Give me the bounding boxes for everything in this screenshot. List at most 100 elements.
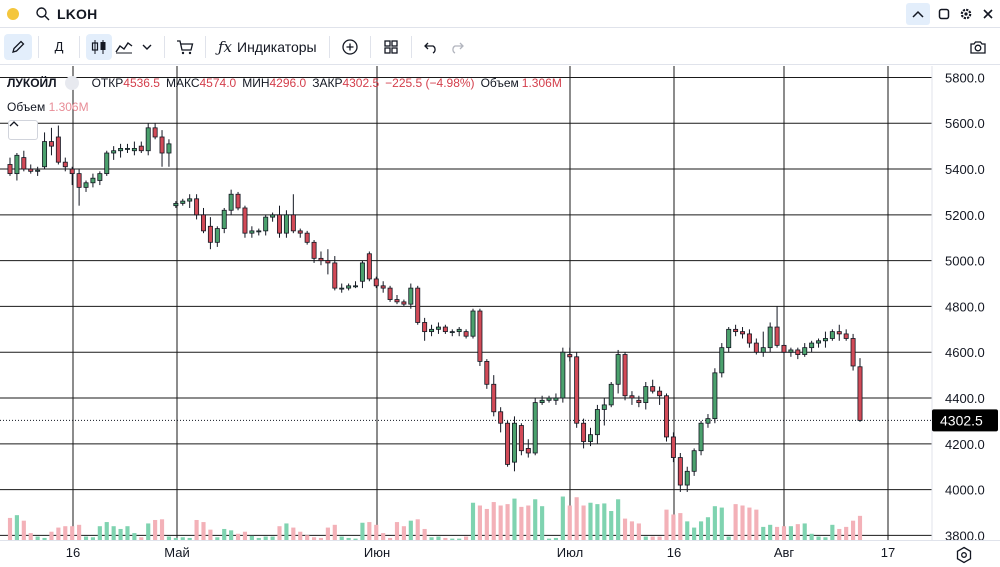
candle-body xyxy=(525,448,531,454)
volume-bar xyxy=(733,504,738,540)
chart-canvas[interactable]: 5800.0 5600.0 5400.0 5200.0 5000.0 4800.0 4600… xyxy=(0,66,1000,540)
candles-chart-type-button[interactable] xyxy=(86,33,112,60)
candle-body xyxy=(588,434,593,442)
candle-body xyxy=(781,344,787,353)
volume-bar xyxy=(754,509,759,540)
candle-body xyxy=(809,342,815,349)
candle-body xyxy=(532,402,538,454)
volume-bar xyxy=(318,537,324,540)
volume-bar xyxy=(477,505,482,540)
volume-bar xyxy=(830,524,835,540)
candle-body xyxy=(539,399,545,404)
candle-body xyxy=(359,262,365,282)
timeframe-button[interactable]: Д xyxy=(45,34,73,60)
visibility-toggle-icon[interactable] xyxy=(64,76,79,90)
candle-body xyxy=(594,409,600,436)
volume-bar xyxy=(685,521,690,540)
candle-body xyxy=(753,342,759,353)
candle-body xyxy=(470,310,476,337)
candle-body xyxy=(311,241,317,259)
candle-body xyxy=(394,299,400,303)
candle-body xyxy=(456,328,462,333)
undo-icon xyxy=(423,42,436,54)
candle-body xyxy=(429,328,435,333)
legend-open-label: ОТКР xyxy=(91,76,124,90)
undo-button[interactable] xyxy=(418,34,444,60)
volume-bar xyxy=(408,520,413,540)
candle-body xyxy=(118,148,124,152)
volume-bar xyxy=(83,536,89,540)
redo-button[interactable] xyxy=(444,34,470,60)
volume-bar xyxy=(194,519,199,540)
volume-bar xyxy=(222,528,227,540)
candle-body xyxy=(304,232,310,243)
settings-icon[interactable] xyxy=(955,546,973,564)
candle-body xyxy=(297,230,303,234)
toolbar-separator xyxy=(79,35,80,58)
area-chart-type-button[interactable] xyxy=(112,34,136,60)
volume-bar xyxy=(284,523,289,540)
candle-body xyxy=(802,347,808,355)
candle-body xyxy=(843,333,849,339)
price-axis[interactable]: 5800.0 5600.0 5400.0 5200.0 5000.0 4800.0 4600… xyxy=(931,66,998,540)
compare-button[interactable] xyxy=(336,34,364,60)
candle-body xyxy=(477,310,483,362)
candle-body xyxy=(629,395,635,399)
candle-body xyxy=(746,333,752,344)
legend-low-label: МИН xyxy=(242,76,270,90)
volume-bar xyxy=(664,509,669,540)
trade-button[interactable] xyxy=(171,34,199,60)
time-axis[interactable]: 16 Май Июн Июл 16 Авг 17 xyxy=(0,540,1000,567)
price-chart[interactable]: 5800.0 5600.0 5400.0 5200.0 5000.0 4800.0 4600… xyxy=(0,66,1000,540)
candle-body xyxy=(7,164,13,175)
price-tick-label: 5800.0 xyxy=(945,70,985,85)
toolbar-separator xyxy=(205,35,206,58)
volume-bar xyxy=(180,537,185,540)
volume-bar xyxy=(346,537,351,540)
candle-body xyxy=(857,366,863,421)
time-label: Авг xyxy=(773,545,795,560)
legend-volume-label: Объем xyxy=(480,76,519,90)
toolbar: Д ƒx Индикаторы xyxy=(0,29,1000,65)
layout-button[interactable] xyxy=(377,34,405,60)
close-button[interactable] xyxy=(980,6,996,22)
maximize-button[interactable] xyxy=(936,6,952,22)
candle-body xyxy=(719,347,725,374)
volume-bar xyxy=(305,535,310,540)
volume-bar xyxy=(775,526,780,540)
settings-button[interactable] xyxy=(958,6,974,22)
volume-bar xyxy=(14,515,19,540)
legend-close-label: ЗАКР xyxy=(312,76,343,90)
volume-bar xyxy=(339,536,344,540)
chevron-up-icon xyxy=(9,121,19,127)
symbol-search-input[interactable]: LKOH xyxy=(57,5,98,22)
volume-bar xyxy=(70,526,75,540)
candle-body xyxy=(263,216,269,232)
candle-body xyxy=(159,136,165,154)
volume-bar xyxy=(235,533,241,540)
candle-body xyxy=(511,422,517,463)
volume-bar xyxy=(705,517,711,540)
area-chart-icon xyxy=(115,41,133,53)
volume-bar xyxy=(470,502,476,540)
volume-bar xyxy=(429,537,434,540)
candle-body xyxy=(318,257,324,262)
candle-body xyxy=(546,397,552,401)
volume-bar xyxy=(35,536,40,540)
collapse-legend-button[interactable] xyxy=(8,120,38,140)
collapse-button[interactable] xyxy=(906,3,930,25)
chart-type-dropdown[interactable] xyxy=(136,34,158,60)
candle-body xyxy=(712,372,718,420)
indicators-button[interactable]: ƒx Индикаторы xyxy=(212,34,323,60)
candle-body xyxy=(442,326,448,333)
screenshot-button[interactable] xyxy=(964,34,992,60)
time-label: Май xyxy=(164,545,190,560)
price-tick-label: 4800.0 xyxy=(945,299,985,314)
candle-body xyxy=(283,214,289,234)
drawing-tool-button[interactable] xyxy=(4,33,32,60)
close-icon xyxy=(983,9,993,19)
search-icon[interactable] xyxy=(35,6,51,22)
volume-bar xyxy=(7,517,13,540)
volume-bar xyxy=(298,531,303,540)
